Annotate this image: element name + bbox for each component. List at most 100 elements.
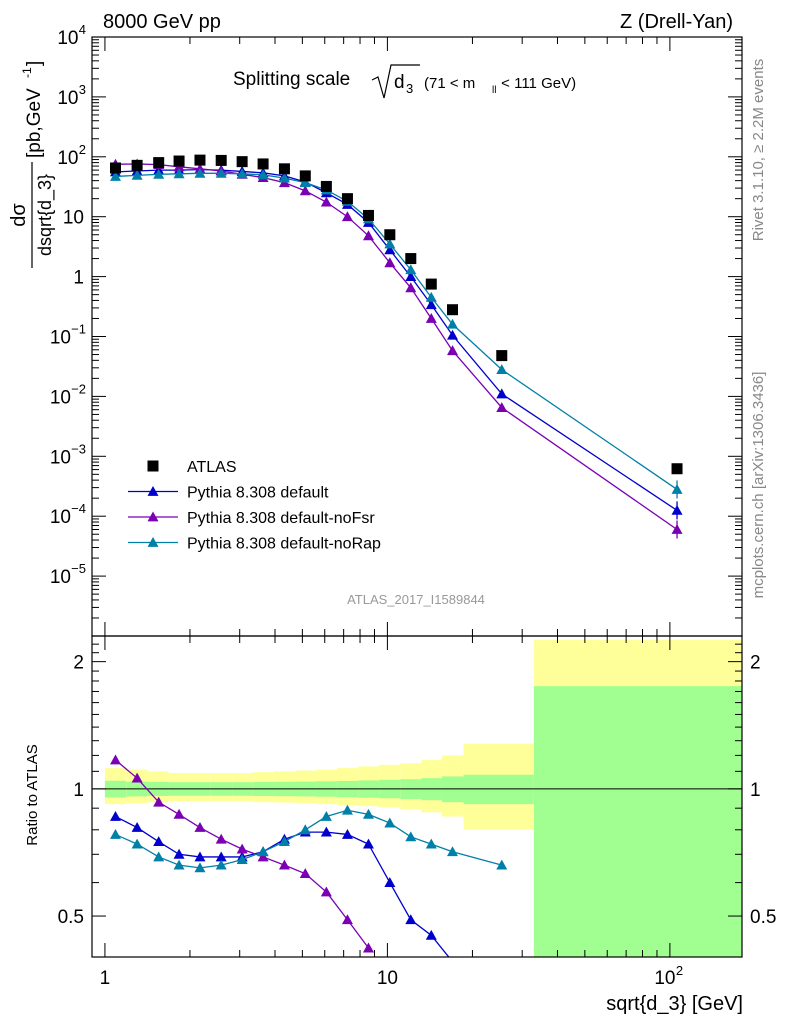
ratio-point-noFsr bbox=[109, 754, 121, 765]
point-noFsr bbox=[320, 196, 332, 207]
point-noFsr bbox=[425, 312, 437, 323]
point-noFsr bbox=[384, 257, 396, 268]
point-noRap bbox=[153, 168, 165, 179]
ratio-point-default bbox=[320, 826, 332, 837]
legend-label-noRap: Pythia 8.308 default-noRap bbox=[187, 536, 381, 553]
ratio-y-tick-label: 0.5 bbox=[58, 907, 84, 928]
y-tick-label-sup: 3 bbox=[79, 82, 86, 97]
ratio-y-axis-label: Ratio to ATLAS bbox=[24, 744, 41, 845]
y-tick-label: 10 bbox=[50, 507, 71, 528]
y-tick-label-sup: −3 bbox=[71, 441, 86, 456]
point-noRap bbox=[299, 177, 311, 188]
ratio-y-tick-label-right: 1 bbox=[750, 780, 761, 801]
y-tick-label: 10 bbox=[63, 208, 84, 229]
legend-marker-noFsr bbox=[147, 511, 159, 522]
point-atlas bbox=[109, 162, 121, 174]
sqrt-sign bbox=[371, 64, 420, 99]
ratio-point-noFsr bbox=[215, 833, 227, 844]
ratio-point-default bbox=[109, 811, 121, 821]
point-noRap bbox=[236, 168, 248, 179]
x-tick-label: 10 bbox=[654, 968, 675, 989]
y-tick-label: 10 bbox=[50, 387, 71, 408]
point-noRap bbox=[278, 172, 290, 183]
ratio-point-default bbox=[131, 822, 143, 832]
ratio-point-noRap bbox=[131, 838, 143, 849]
legend: ATLAS Pythia 8.308 default Pythia 8.308 de… bbox=[128, 459, 381, 553]
ratio-point-noRap bbox=[362, 808, 374, 819]
point-noFsr bbox=[362, 230, 374, 241]
y-axis-label: dσ dsqrt{d_3} [pb,GeV -1 ] bbox=[8, 61, 56, 268]
point-noFsr bbox=[299, 185, 311, 196]
ylabel-numerator: dσ bbox=[8, 203, 30, 227]
point-noFsr bbox=[341, 211, 353, 222]
legend-marker-noRap bbox=[147, 537, 159, 547]
header-right: Z (Drell-Yan) bbox=[620, 11, 733, 33]
ratio-point-noRap bbox=[257, 846, 269, 857]
point-noRap bbox=[405, 264, 417, 275]
x-tick-label: 10 bbox=[377, 968, 398, 989]
ratio-point-default bbox=[425, 929, 437, 940]
title-main: Splitting scale bbox=[233, 69, 350, 90]
point-atlas bbox=[278, 163, 290, 175]
analysis-id: ATLAS_2017_I1589844 bbox=[347, 592, 485, 607]
ratio-point-default bbox=[153, 836, 165, 847]
ratio-point-noRap bbox=[236, 854, 248, 865]
ratio-point-default bbox=[405, 914, 417, 925]
ratio-line-noRap bbox=[115, 809, 502, 869]
legend-label-noFsr: Pythia 8.308 default-noFsr bbox=[187, 510, 375, 527]
point-noRap bbox=[496, 364, 508, 375]
y-tick-label-sup: −4 bbox=[71, 501, 86, 516]
point-default bbox=[405, 271, 417, 281]
ratio-point-default bbox=[215, 851, 227, 862]
point-atlas bbox=[236, 156, 248, 168]
y-tick-label-sup: −5 bbox=[71, 561, 86, 576]
ratio-point-noRap bbox=[447, 846, 459, 857]
ratio-point-noRap bbox=[109, 828, 121, 839]
ratio-point-noFsr bbox=[153, 796, 165, 807]
ratio-series bbox=[109, 754, 508, 957]
point-atlas bbox=[425, 278, 437, 290]
point-atlas bbox=[257, 158, 269, 170]
ratio-point-noRap bbox=[320, 811, 332, 821]
title-range-sub: ll bbox=[492, 85, 496, 96]
ratio-point-noRap bbox=[153, 851, 165, 862]
title-range: (71 < m bbox=[424, 75, 475, 92]
ratio-point-noRap bbox=[425, 838, 437, 849]
point-noFsr bbox=[405, 282, 417, 293]
point-noRap bbox=[194, 167, 206, 178]
point-atlas bbox=[341, 193, 353, 205]
point-default bbox=[425, 299, 437, 310]
series-line-noRap bbox=[115, 172, 678, 490]
ratio-point-noRap bbox=[384, 817, 396, 828]
ratio-point-default bbox=[341, 828, 353, 839]
point-noFsr bbox=[496, 402, 508, 413]
ratio-point-noFsr bbox=[194, 822, 206, 832]
x-tick-label-sup: 2 bbox=[676, 963, 683, 978]
point-atlas bbox=[299, 170, 311, 182]
ratio-point-noRap bbox=[299, 824, 311, 835]
point-noRap bbox=[173, 168, 185, 179]
ratio-point-noFsr bbox=[131, 772, 143, 783]
y-tick-label-sup: −2 bbox=[71, 381, 86, 396]
point-atlas bbox=[131, 159, 143, 171]
point-noRap bbox=[109, 170, 121, 181]
panel-frames bbox=[91, 36, 743, 958]
ratio-point-noFsr bbox=[236, 843, 248, 854]
ratio-axes: 1 10 10 20.5 0.51 12 2 bbox=[58, 636, 776, 989]
point-noRap bbox=[257, 169, 269, 180]
x-tick-label: 1 bbox=[100, 968, 111, 989]
y-tick-label: 10 bbox=[57, 88, 78, 109]
point-atlas bbox=[384, 229, 396, 241]
ratio-point-noFsr bbox=[257, 851, 269, 862]
point-noRap bbox=[425, 291, 437, 302]
plot-title: Splitting scale d 3 (71 < m ll < 111 GeV… bbox=[233, 64, 576, 99]
point-atlas bbox=[362, 209, 374, 221]
y-tick-label-sup: 2 bbox=[79, 142, 86, 157]
ratio-y-tick-label-right: 2 bbox=[750, 653, 761, 674]
ratio-point-default bbox=[173, 848, 185, 859]
point-atlas bbox=[320, 180, 332, 192]
point-noRap bbox=[131, 169, 143, 180]
ratio-point-default bbox=[384, 877, 396, 887]
ratio-point-default bbox=[452, 956, 453, 957]
